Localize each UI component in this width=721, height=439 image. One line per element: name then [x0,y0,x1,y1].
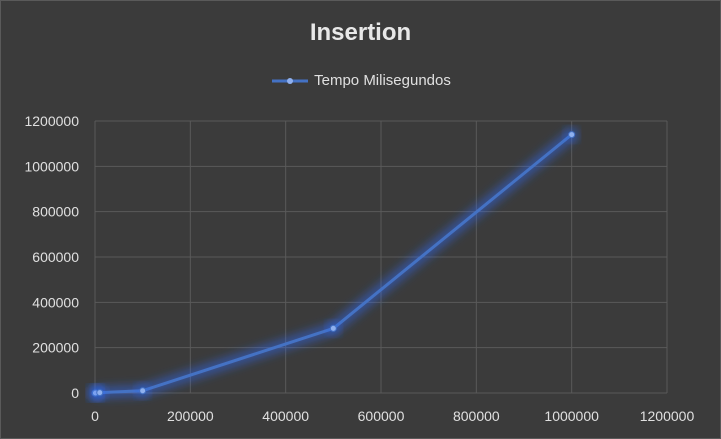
grid-lines [94,120,668,394]
y-tick-label: 800000 [32,204,79,220]
data-point [329,324,337,332]
x-tick-label: 200000 [167,408,214,424]
x-tick-label: 0 [91,408,99,424]
x-tick-label: 600000 [358,408,405,424]
legend-series-marker [272,77,309,84]
y-tick-label: 200000 [32,340,79,356]
data-point [568,131,576,139]
chart-title: Insertion [309,19,412,46]
legend: Tempo Milisegundos [1,72,720,89]
data-point [96,389,104,397]
legend-series-label: Tempo Milisegundos [314,72,451,89]
data-point [139,387,147,395]
y-tick-label: 1200000 [24,113,79,129]
x-tick-label: 800000 [453,408,500,424]
y-tick-label: 1000000 [24,158,79,174]
series-line [93,133,574,395]
y-tick-label: 400000 [32,294,79,310]
x-tick-label: 1000000 [544,408,599,424]
series-line-glow [90,130,575,398]
x-tick-label: 400000 [262,408,309,424]
y-tick-label: 600000 [32,249,79,265]
tick-labels: 0 200000 400000 600000 800000 1000000 1200000 0… [24,113,694,424]
y-tick-label: 0 [71,385,79,401]
series-layer [88,127,579,400]
x-tick-label: 1200000 [640,408,695,424]
